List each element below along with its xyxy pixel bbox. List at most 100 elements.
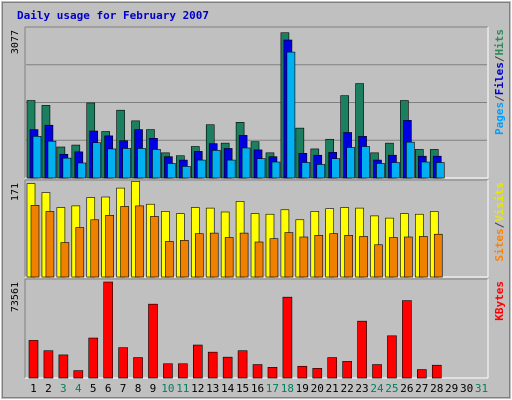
kbytes-bar-kbytes-day-12	[192, 344, 203, 379]
day-label-9: 9	[150, 382, 157, 395]
day-label-2: 2	[45, 382, 52, 395]
day-label-29: 29	[445, 382, 458, 395]
kbytes-bar-kbytes-day-13	[207, 351, 218, 379]
kbytes-bar-kbytes-day-15	[237, 350, 248, 379]
visits-max-label: 171	[10, 183, 21, 201]
visits-bar-sites-day-9	[150, 216, 159, 278]
kbytes-bar-kbytes-day-16	[252, 364, 263, 379]
hits-legend-item: Files	[493, 62, 506, 95]
kbytes-bar-kbytes-day-14	[222, 356, 233, 379]
hits-bar-pages-day-25	[391, 162, 400, 179]
hits-bar-pages-day-6	[107, 148, 116, 179]
visits-bar-sites-day-12	[194, 233, 204, 278]
kbytes-bar-kbytes-day-10	[163, 363, 173, 379]
day-label-25: 25	[385, 382, 398, 395]
hits-bar-pages-day-7	[122, 148, 131, 179]
visits-bar-sites-day-4	[75, 227, 85, 278]
visits-bar-sites-day-27	[419, 236, 428, 278]
hits-bar-pages-day-20	[316, 164, 326, 179]
hits-bar-pages-day-2	[47, 140, 57, 179]
visits-bar-sites-day-28	[433, 233, 443, 278]
hits-bar-pages-day-4	[77, 162, 87, 179]
day-label-14: 14	[221, 382, 235, 395]
kbytes-bar-kbytes-day-22	[342, 361, 352, 379]
hits-bar-pages-day-18	[286, 51, 296, 179]
kbytes-bar-kbytes-day-17	[267, 367, 278, 379]
day-label-30: 30	[460, 382, 473, 395]
day-label-20: 20	[311, 382, 324, 395]
visits-bar-sites-day-16	[254, 241, 264, 278]
kbytes-bar-kbytes-day-11	[178, 363, 188, 379]
kbytes-legend-item: KBytes	[493, 281, 506, 321]
day-label-7: 7	[120, 382, 127, 395]
kbytes-bar-kbytes-day-24	[372, 364, 382, 379]
visits-bar-sites-day-11	[180, 240, 189, 278]
kbytes-bar-kbytes-day-19	[297, 365, 308, 379]
hits-bar-pages-day-14	[226, 159, 236, 179]
hits-bar-pages-day-26	[406, 141, 415, 179]
day-label-10: 10	[161, 382, 174, 395]
day-label-13: 13	[206, 382, 219, 395]
visits-bar-sites-day-19	[299, 236, 309, 278]
kbytes-bar-kbytes-day-23	[357, 320, 367, 379]
panel-visits: 171 Sites/Visits	[10, 179, 506, 278]
visits-bar-sites-day-23	[359, 236, 368, 278]
hits-bar-pages-day-11	[182, 166, 191, 179]
kbytes-bar-kbytes-day-2	[43, 350, 54, 379]
day-label-4: 4	[75, 382, 82, 395]
kbytes-max-label: 73561	[10, 282, 21, 312]
visits-bar-sites-day-22	[344, 235, 353, 278]
hits-bar-pages-day-5	[92, 142, 102, 179]
kbytes-bar-kbytes-day-1	[28, 340, 39, 379]
visits-bar-sites-day-13	[209, 232, 219, 278]
visits-bar-sites-day-26	[404, 236, 413, 278]
kbytes-bar-kbytes-day-5	[88, 337, 99, 379]
day-label-17: 17	[266, 382, 279, 395]
visits-bar-sites-day-21	[329, 233, 339, 278]
hits-bar-pages-day-21	[331, 158, 341, 179]
day-label-15: 15	[236, 382, 249, 395]
day-label-12: 12	[191, 382, 204, 395]
day-label-16: 16	[251, 382, 264, 395]
hits-bar-pages-day-23	[361, 146, 370, 179]
hits-legend-item: /	[493, 55, 506, 62]
hits-bar-pages-day-12	[196, 159, 206, 179]
kbytes-bar-kbytes-day-3	[58, 354, 69, 379]
visits-bar-sites-day-15	[239, 232, 249, 278]
hits-bar-pages-day-22	[346, 147, 355, 179]
kbytes-bar-kbytes-day-21	[327, 357, 338, 379]
hits-legend: Pages/Files/Hits	[493, 29, 506, 135]
hits-bar-pages-day-27	[421, 161, 430, 179]
visits-bar-sites-day-14	[224, 237, 234, 278]
hits-bar-pages-day-13	[211, 150, 221, 179]
day-label-5: 5	[90, 382, 97, 395]
hits-legend-item: /	[493, 95, 506, 102]
kbytes-bar-kbytes-day-6	[103, 281, 113, 379]
visits-bar-sites-day-2	[45, 211, 55, 278]
visits-bar-sites-day-18	[284, 232, 294, 278]
day-label-27: 27	[415, 382, 428, 395]
hits-legend-item: Hits	[493, 29, 506, 56]
day-label-19: 19	[296, 382, 309, 395]
kbytes-bar-kbytes-day-7	[118, 347, 128, 379]
visits-legend-item: Visits	[493, 182, 506, 222]
visits-bar-sites-day-24	[374, 244, 383, 278]
kbytes-bar-kbytes-day-18	[282, 296, 293, 379]
visits-bar-sites-day-3	[60, 242, 70, 278]
chart-title: Daily usage for February 2007	[17, 9, 209, 22]
hits-bar-pages-day-24	[376, 163, 385, 179]
hits-bar-pages-day-16	[256, 158, 266, 179]
day-label-23: 23	[355, 382, 368, 395]
visits-bar-sites-day-7	[120, 206, 129, 278]
hits-bar-pages-day-15	[241, 147, 251, 179]
kbytes-bar-kbytes-day-4	[73, 370, 84, 379]
day-label-18: 18	[281, 382, 294, 395]
day-label-28: 28	[430, 382, 443, 395]
hits-bar-pages-day-10	[167, 163, 176, 179]
day-label-6: 6	[105, 382, 112, 395]
day-label-3: 3	[60, 382, 67, 395]
hits-bar-pages-day-17	[271, 161, 281, 179]
